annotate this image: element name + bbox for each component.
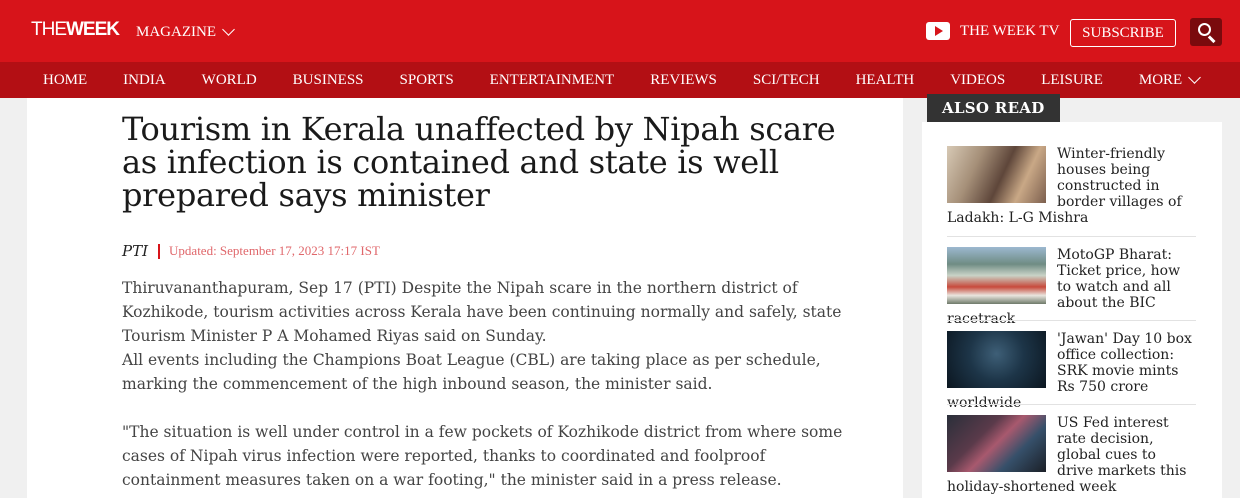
nav-item-sports[interactable]: SPORTS [399,71,454,88]
article-author[interactable]: PTI [122,242,149,260]
main-nav: HOME INDIA WORLD BUSINESS SPORTS ENTERTA… [0,62,1240,98]
nav-item-world[interactable]: WORLD [201,71,257,88]
updated-timestamp: Updated: September 17, 2023 17:17 IST [169,243,380,258]
also-read-title[interactable]: 'Jawan' Day 10 box office collection: SR… [947,331,1192,411]
search-button[interactable] [1190,18,1222,46]
also-read-title[interactable]: MotoGP Bharat: Ticket price, how to watc… [947,247,1181,327]
nav-item-health[interactable]: HEALTH [855,71,915,88]
nav-item-home[interactable]: HOME [43,71,88,88]
top-bar: THEWEEK MAGAZINE THE WEEK TV SUBSCRIBE [0,0,1240,62]
chevron-down-icon [222,23,235,36]
also-read-title[interactable]: US Fed interest rate decision, global cu… [947,415,1187,495]
also-read-item[interactable]: 'Jawan' Day 10 box office collection: SR… [947,331,1196,411]
also-read-title[interactable]: Winter-friendly houses being constructed… [947,146,1182,226]
divider [947,320,1196,321]
nav-more-label: MORE [1138,71,1183,88]
nav-item-india[interactable]: INDIA [123,71,166,88]
article-paragraph: Thiruvananthapuram, Sep 17 (PTI) Despite… [122,279,842,345]
nav-item-scitech[interactable]: SCI/TECH [752,71,820,88]
article-thumbnail[interactable] [947,331,1046,388]
search-icon [1198,23,1211,36]
also-read-item[interactable]: Winter-friendly houses being constructed… [947,146,1196,226]
article-paragraph: "The situation is well under control in … [122,423,843,489]
article-thumbnail[interactable] [947,146,1046,203]
magazine-label: MAGAZINE [136,24,216,40]
article-thumbnail[interactable] [947,247,1046,304]
play-video-icon [926,22,950,40]
article-panel: Tourism in Kerala unaffected by Nipah sc… [27,98,903,498]
chevron-down-icon [1188,71,1202,84]
site-logo[interactable]: THEWEEK [31,19,120,40]
article-thumbnail[interactable] [947,415,1046,472]
week-tv-label: THE WEEK TV [960,23,1060,39]
also-read-item[interactable]: MotoGP Bharat: Ticket price, how to watc… [947,247,1196,327]
subscribe-button[interactable]: SUBSCRIBE [1070,19,1176,47]
byline-divider [158,243,161,259]
nav-item-business[interactable]: BUSINESS [292,71,364,88]
article-body: Thiruvananthapuram, Sep 17 (PTI) Despite… [122,276,862,492]
nav-item-videos[interactable]: VIDEOS [950,71,1006,88]
divider [947,236,1196,237]
also-read-heading: ALSO READ [927,94,1060,122]
divider [947,404,1196,405]
also-read-item[interactable]: US Fed interest rate decision, global cu… [947,415,1196,495]
nav-item-leisure[interactable]: LEISURE [1041,71,1103,88]
byline: PTI Updated: September 17, 2023 17:17 IS… [122,242,380,260]
article-paragraph: All events including the Champions Boat … [122,351,821,393]
nav-item-more[interactable]: MORE [1121,71,1217,89]
week-tv-link[interactable]: THE WEEK TV [926,21,1059,41]
magazine-menu[interactable]: MAGAZINE [136,22,235,42]
article-headline: Tourism in Kerala unaffected by Nipah sc… [122,110,836,214]
nav-item-entertainment[interactable]: ENTERTAINMENT [489,71,615,88]
nav-item-reviews[interactable]: REVIEWS [650,71,717,88]
